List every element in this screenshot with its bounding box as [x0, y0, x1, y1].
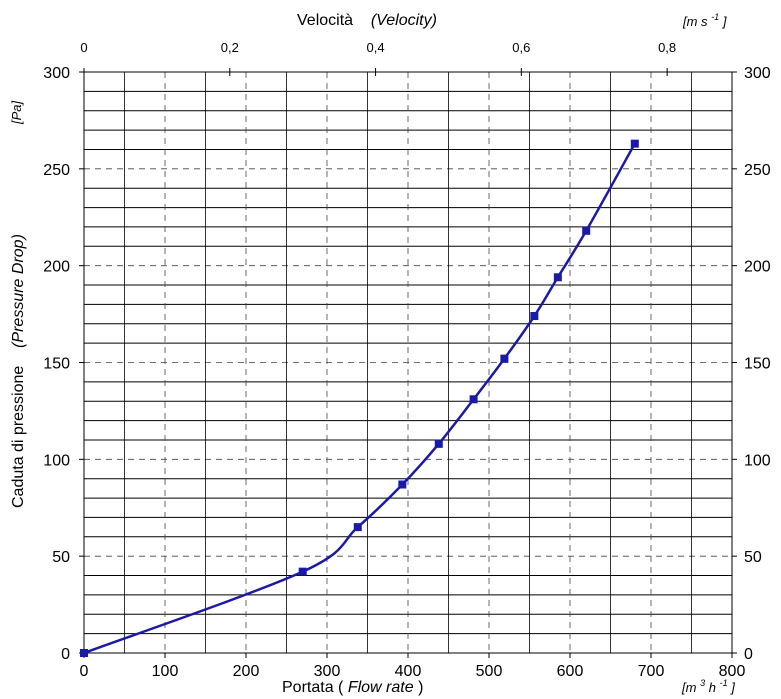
left-tick-label: 300: [43, 65, 70, 82]
right-tick-label: 0: [744, 646, 753, 663]
bottom-tick-label: 300: [314, 663, 341, 680]
bottom-tick-label: 700: [638, 663, 665, 680]
bottom-axis-title: Portata ( Flow rate ): [282, 679, 423, 696]
bottom-tick-label: 100: [152, 663, 179, 680]
data-point: [434, 439, 443, 448]
bottom-tick-label: 600: [557, 663, 584, 680]
axis-ticks: 0 100 200 300 400 500 600 700 800050100150200250…: [43, 40, 771, 680]
left-axis-unit: [Pa]: [9, 100, 24, 125]
left-tick-label: 250: [43, 162, 70, 179]
data-point: [469, 395, 478, 404]
data-point: [582, 226, 591, 235]
top-tick-label: 0,8: [658, 40, 676, 55]
data-point: [398, 480, 407, 489]
data-point: [298, 567, 307, 576]
left-tick-label: 0: [61, 646, 70, 663]
left-axis-title: Caduta di pressione (Pressure Drop): [10, 234, 27, 508]
right-tick-label: 100: [744, 452, 771, 469]
data-point: [630, 139, 639, 148]
top-axis-unit: [m s -1 ]: [682, 8, 727, 29]
right-tick-label: 150: [744, 356, 771, 373]
data-point: [553, 273, 562, 282]
data-point: [530, 312, 539, 321]
data-point: [353, 523, 362, 532]
top-tick-label: 0,6: [512, 40, 530, 55]
top-tick-label: 0: [80, 40, 87, 55]
top-tick-label: 0,4: [367, 40, 385, 55]
top-axis-title: Velocità (Velocity): [297, 12, 437, 29]
data-point: [500, 354, 509, 363]
right-tick-label: 200: [744, 259, 771, 276]
bottom-tick-label: 800: [719, 663, 746, 680]
left-tick-label: 100: [43, 452, 70, 469]
bottom-tick-label: 0: [80, 663, 89, 680]
bottom-tick-label: 200: [233, 663, 260, 680]
bottom-tick-label: 500: [476, 663, 503, 680]
points-layer: [80, 139, 639, 657]
bottom-tick-label: 400: [395, 663, 422, 680]
top-tick-label: 0,2: [221, 40, 239, 55]
grid: [84, 72, 732, 653]
curve-layer: [83, 143, 636, 655]
data-point: [80, 649, 88, 657]
fit-curve: [83, 143, 636, 655]
left-tick-label: 150: [43, 356, 70, 373]
right-tick-label: 250: [744, 162, 771, 179]
right-tick-label: 50: [744, 549, 762, 566]
right-tick-label: 300: [744, 65, 771, 82]
left-tick-label: 50: [52, 549, 70, 566]
bottom-axis-unit: [m 3 h -1 ]: [681, 674, 735, 695]
left-tick-label: 200: [43, 259, 70, 276]
